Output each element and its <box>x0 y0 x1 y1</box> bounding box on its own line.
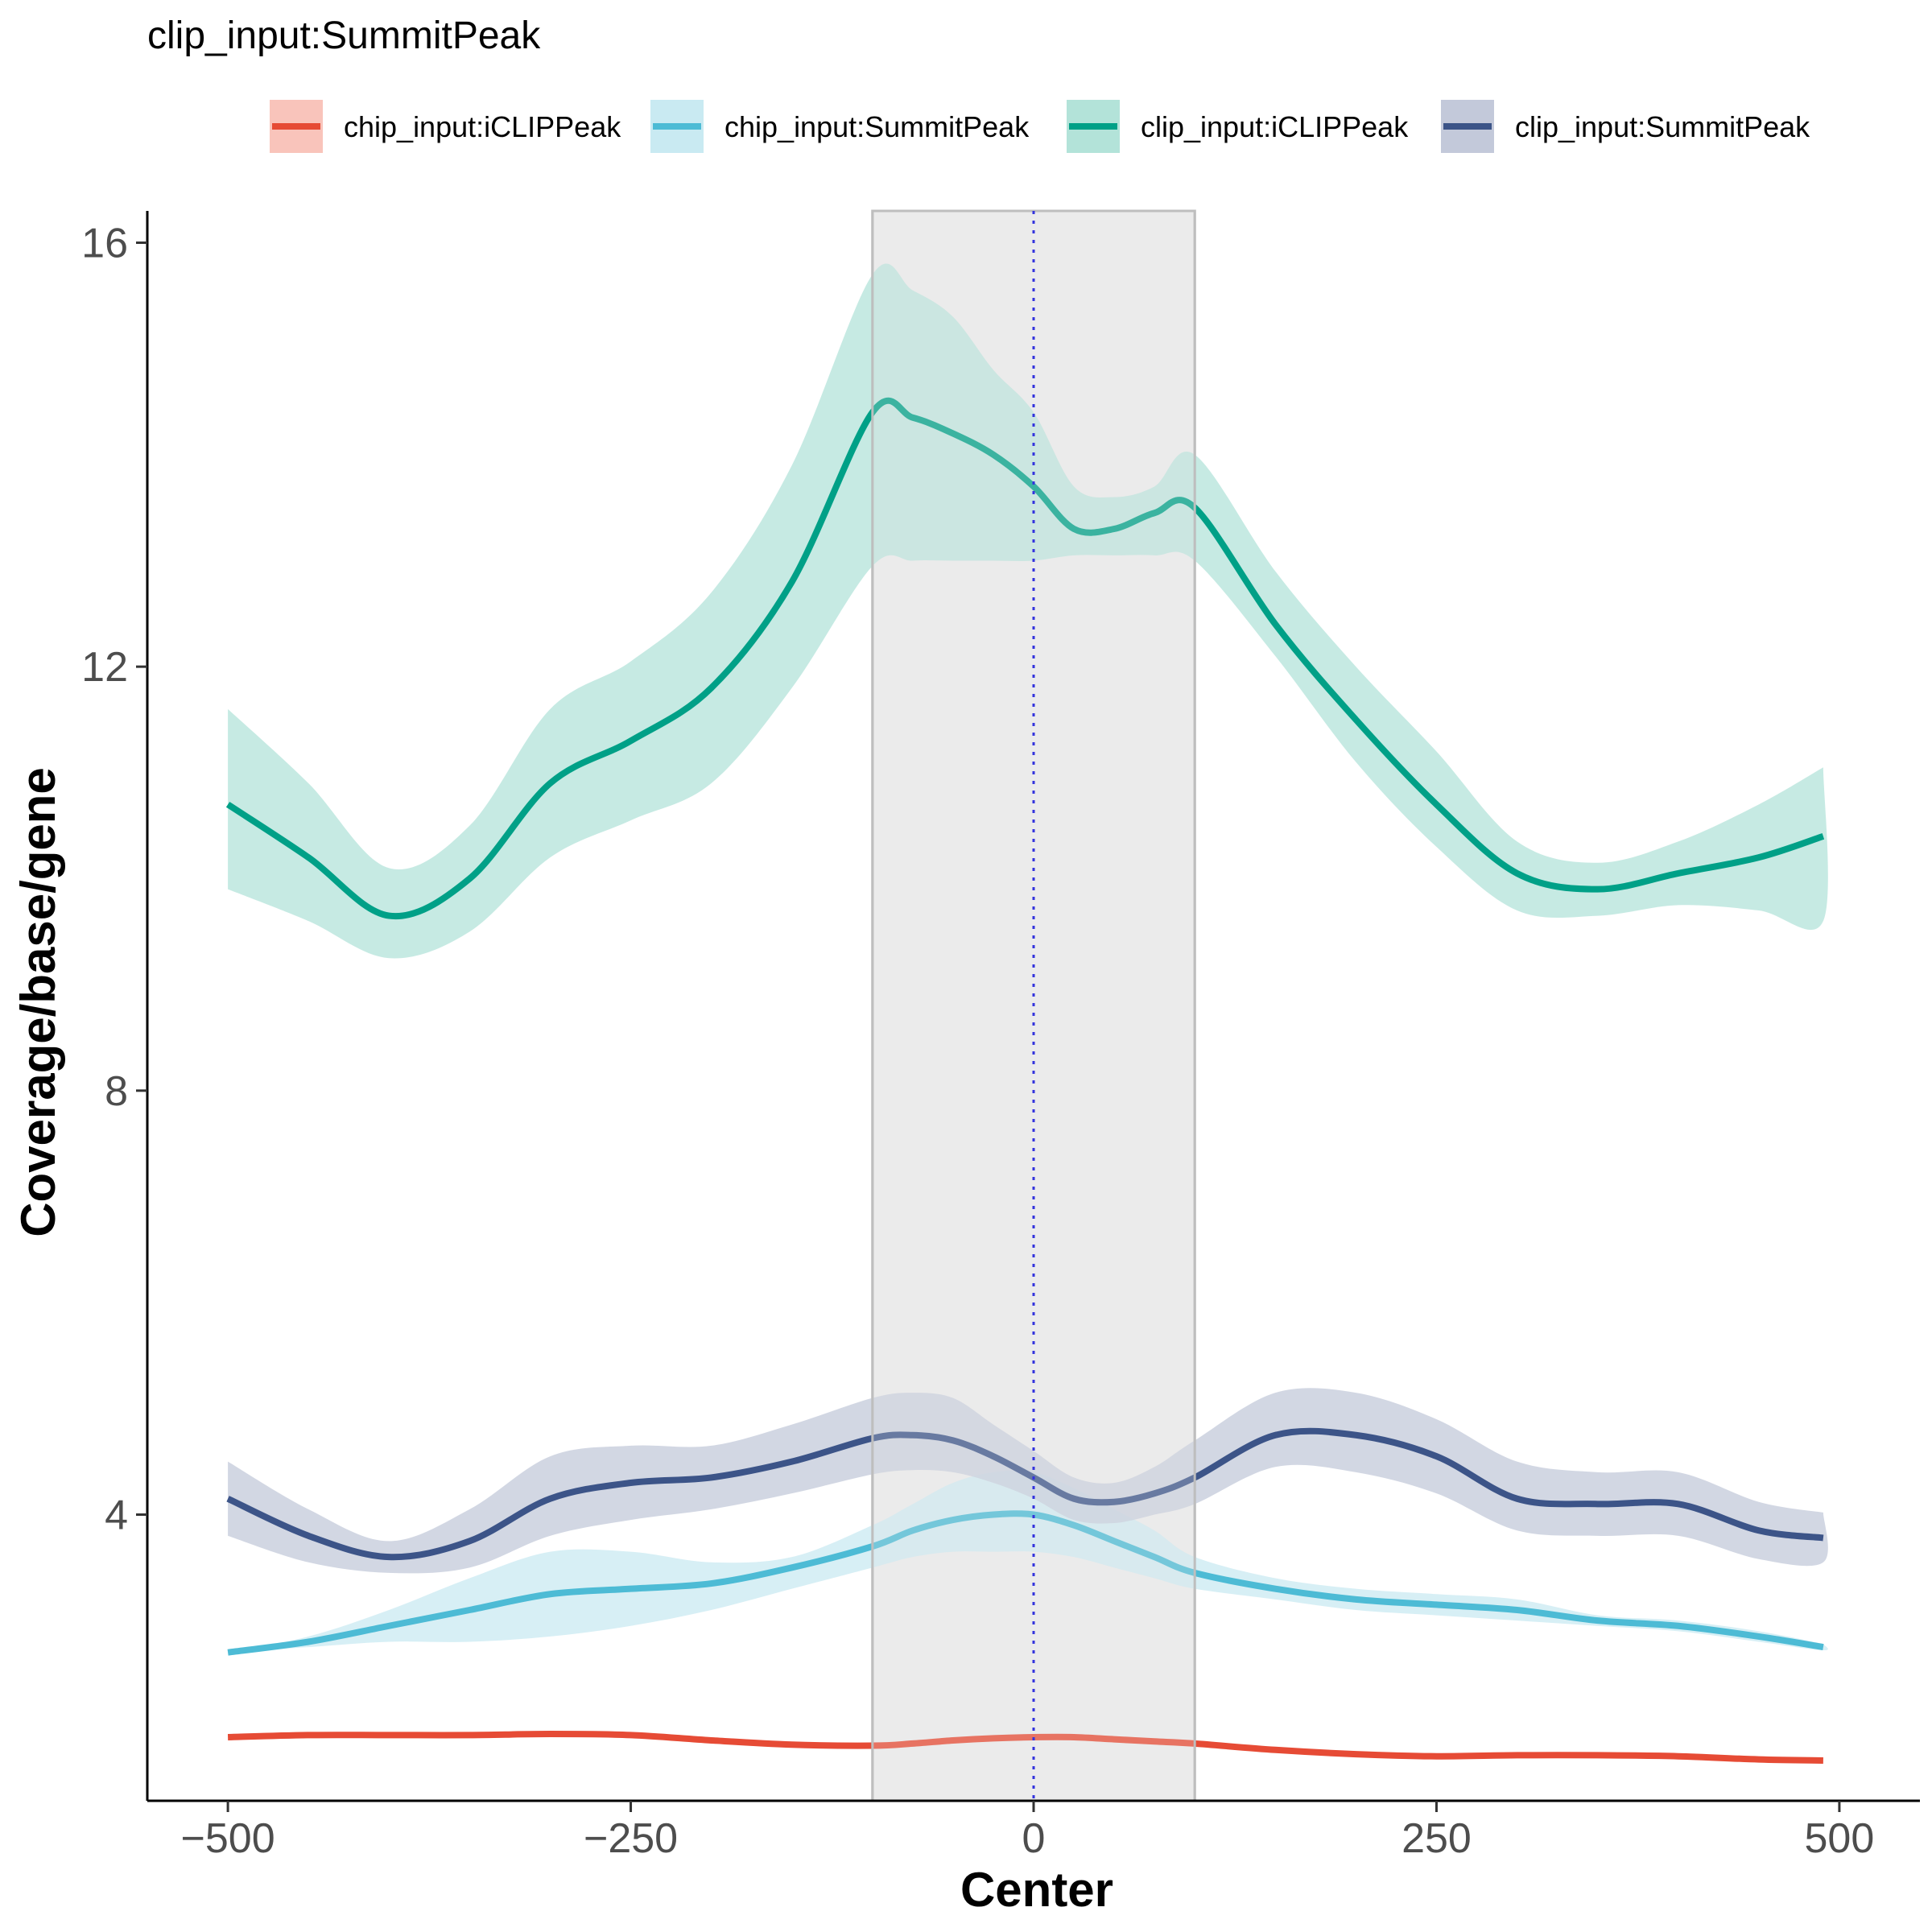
x-tick-label: 0 <box>1022 1815 1046 1862</box>
y-tick-label: 12 <box>81 644 128 691</box>
band-series-3 <box>228 263 1828 959</box>
y-tick-label: 4 <box>105 1492 128 1539</box>
legend: chip_input:iCLIPPeak chip_input:SummitPea… <box>270 100 1810 153</box>
x-tick-label: 250 <box>1402 1815 1472 1862</box>
legend-item-1: chip_input:iCLIPPeak <box>270 100 621 153</box>
plot-area <box>225 209 1828 1802</box>
x-tick-label: −250 <box>584 1815 678 1862</box>
legend-item-3: clip_input:iCLIPPeak <box>1067 100 1409 153</box>
x-tick-label: −500 <box>181 1815 275 1862</box>
y-tick-label: 16 <box>81 221 128 267</box>
x-axis-label: Center <box>960 1863 1113 1917</box>
line-series-3 <box>225 397 1825 920</box>
y-axis-label: Coverage/base/gene <box>11 767 65 1237</box>
legend-label: clip_input:iCLIPPeak <box>1141 110 1409 143</box>
legend-label: clip_input:SummitPeak <box>1515 110 1810 143</box>
line-series-2 <box>227 1510 1824 1656</box>
chart-title: clip_input:SummitPeak <box>147 14 541 57</box>
x-tick-label: 500 <box>1805 1815 1875 1862</box>
legend-item-4: clip_input:SummitPeak <box>1441 100 1810 153</box>
legend-label: chip_input:SummitPeak <box>724 110 1030 143</box>
legend-label: chip_input:iCLIPPeak <box>344 110 621 143</box>
band-series-4 <box>228 1388 1828 1574</box>
y-tick-label: 8 <box>105 1068 128 1115</box>
axes: −500 −250 0 250 500 4 8 12 16 <box>81 211 1920 1862</box>
legend-item-2: chip_input:SummitPeak <box>650 100 1030 153</box>
